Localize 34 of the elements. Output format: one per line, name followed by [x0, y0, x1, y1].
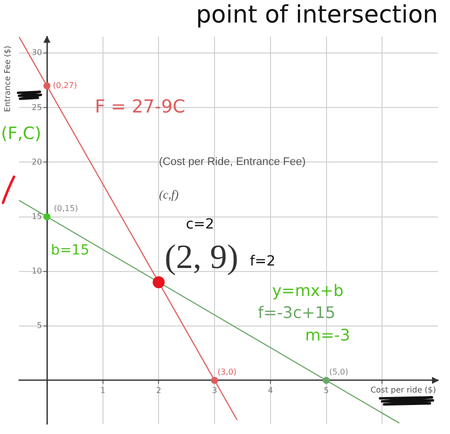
x-tick-label: 3	[212, 386, 218, 396]
y-tick-label: 30	[32, 48, 42, 58]
x-tick-label: 5	[324, 386, 329, 396]
point	[43, 213, 50, 220]
point	[152, 276, 165, 288]
y-axis-title: Entrance Fee ($)	[3, 46, 12, 112]
point	[43, 82, 50, 90]
y-tick-label: 15	[32, 212, 42, 221]
series-label: f=-3c+15	[258, 303, 336, 322]
chart-title: point of intersection	[196, 0, 438, 29]
annotation: (0,27)	[52, 80, 77, 90]
annotation: b=15	[50, 242, 90, 258]
annotation: (3,0)	[218, 367, 236, 376]
annotation: (c,f)	[158, 188, 179, 202]
annotation: (5,0)	[329, 367, 348, 376]
point	[322, 376, 330, 384]
series-label: F = 27-9C	[94, 96, 186, 118]
annotation: (Cost per Ride, Entrance Fee)	[158, 156, 306, 168]
annotation: m=-3	[305, 325, 350, 344]
annotation: (0,15)	[54, 204, 78, 213]
point	[211, 376, 218, 384]
annotation: y=mx+b	[272, 281, 344, 300]
x-tick-label: 1	[100, 386, 106, 396]
y-tick-label: 5	[36, 320, 42, 330]
y-tick-label: 20	[32, 157, 42, 166]
x-tick-label: 2	[156, 386, 162, 396]
annotation: f=2	[250, 253, 276, 270]
x-axis-title: Cost per ride ($)	[370, 385, 436, 394]
x-tick-label: 4	[268, 386, 273, 396]
y-tick-label: 25	[32, 102, 42, 112]
annotation: (F,C)	[0, 124, 42, 144]
annotation: c=2	[186, 216, 214, 233]
annotation: (2, 9)	[164, 239, 238, 276]
y-tick-label: 10	[32, 266, 42, 276]
